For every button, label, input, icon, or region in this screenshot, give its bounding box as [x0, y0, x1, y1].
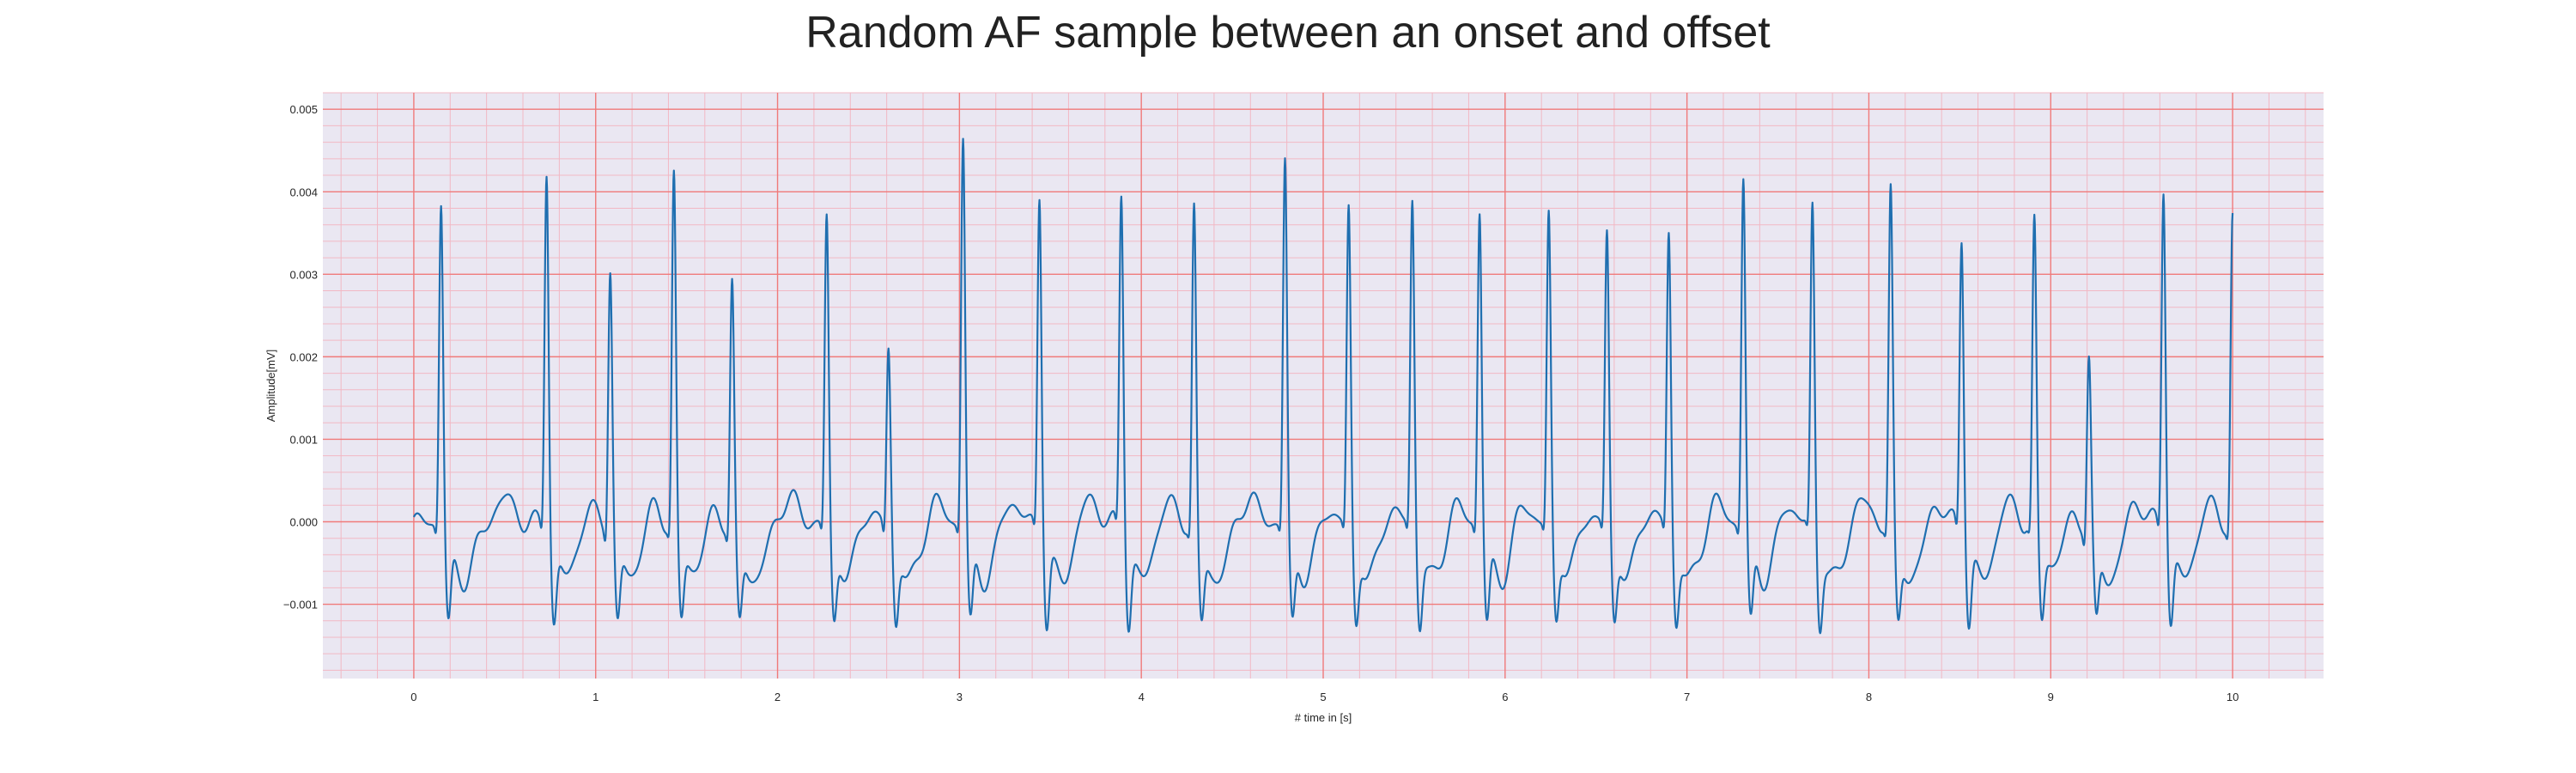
y-axis-label: Amplitude[mV] [264, 350, 277, 423]
y-tick-label: 0.002 [289, 350, 318, 363]
x-tick-label: 4 [1139, 691, 1145, 703]
y-tick-label: 0.000 [289, 515, 318, 528]
x-tick-label: 0 [410, 691, 416, 703]
x-tick-label: 10 [2227, 691, 2239, 703]
x-tick-label: 5 [1320, 691, 1326, 703]
y-tick-label: 0.004 [289, 186, 318, 198]
y-tick-label: 0.005 [289, 103, 318, 116]
x-tick-label: 3 [957, 691, 963, 703]
series-line-ecg [412, 137, 2234, 635]
y-tick-label: −0.001 [283, 599, 318, 612]
x-axis-ticks: 0 1 2 3 4 5 6 7 8 9 10 [410, 691, 2239, 703]
x-tick-label: 2 [775, 691, 781, 703]
x-tick-label: 7 [1684, 691, 1690, 703]
x-tick-label: 9 [2048, 691, 2054, 703]
x-tick-label: 1 [592, 691, 598, 703]
x-tick-label: 6 [1502, 691, 1508, 703]
major-grid [323, 93, 2324, 679]
chart-title: Random AF sample between an onset and of… [805, 8, 1771, 58]
x-axis-label: # time in [s] [1295, 711, 1352, 724]
y-axis-ticks: −0.001 0.000 0.001 0.002 0.003 0.004 0.005 [283, 103, 318, 611]
y-tick-label: 0.003 [289, 268, 318, 281]
y-tick-label: 0.001 [289, 433, 318, 446]
x-tick-label: 8 [1866, 691, 1872, 703]
